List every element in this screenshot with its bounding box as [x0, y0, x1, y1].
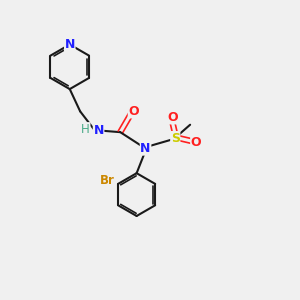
Text: N: N [93, 124, 104, 136]
Text: N: N [140, 142, 151, 155]
Text: N: N [64, 38, 75, 51]
Text: O: O [167, 111, 178, 124]
Text: H: H [81, 123, 90, 136]
Text: O: O [128, 105, 139, 118]
Text: O: O [191, 136, 201, 149]
Text: Br: Br [100, 174, 115, 188]
Text: S: S [171, 132, 180, 145]
